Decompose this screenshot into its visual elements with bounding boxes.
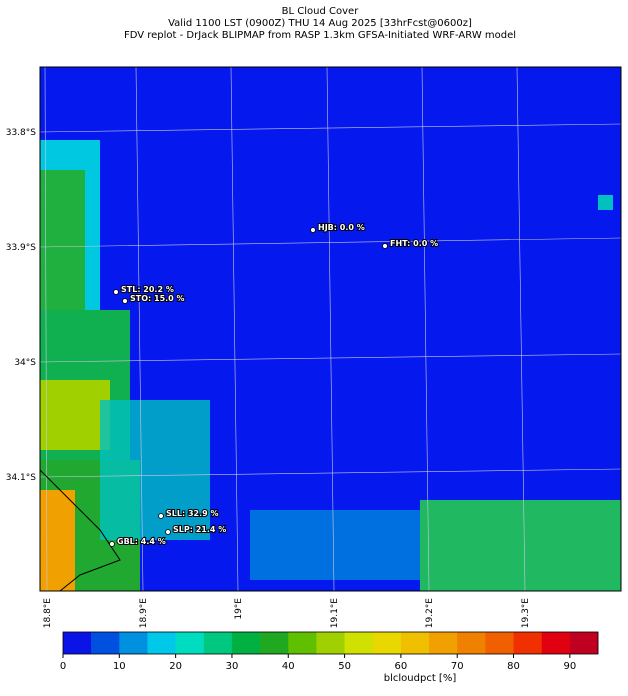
colorbar-tick-label: 0 [60, 661, 66, 672]
lon-label: 19.3°E [521, 598, 531, 629]
title: BL Cloud Cover [282, 6, 360, 17]
colorbar-tick-label: 50 [338, 661, 351, 672]
colorbar-segment [513, 632, 542, 654]
colorbar-segment [231, 632, 261, 654]
lat-label: 33.9°S [6, 243, 37, 253]
colorbar-segment [569, 632, 599, 654]
colorbar-frame [62, 631, 599, 655]
station-label: STL: 20.2 % [121, 285, 174, 294]
station-marker [113, 289, 119, 295]
station-label: HJB: 0.0 % [318, 223, 365, 232]
station-marker [310, 227, 316, 233]
colorbar-segment [485, 632, 514, 654]
lon-label: 18.9°E [139, 598, 149, 629]
station-label: FHT: 0.0 % [390, 239, 438, 248]
colorbar-tick-label: 30 [226, 661, 239, 672]
station-label: STO: 15.0 % [130, 294, 185, 303]
map [39, 66, 622, 592]
colorbar-segment [203, 632, 233, 654]
station-label: SLL: 32.9 % [166, 509, 218, 518]
colorbar-tick-label: 40 [282, 661, 295, 672]
colorbar-tick-label: 10 [113, 661, 126, 672]
lon-label: 18.8°E [43, 598, 53, 629]
station-label: GBL: 4.4 % [117, 537, 166, 546]
colorbar-label: blcloudpct [%] [384, 673, 457, 684]
colorbar-segment [400, 632, 430, 654]
station-marker [165, 529, 171, 535]
colorbar-tick-label: 20 [169, 661, 182, 672]
lat-label: 33.8°S [6, 128, 37, 138]
station-marker [122, 298, 128, 304]
colorbar-segment [175, 632, 205, 654]
colorbar-tick-label: 70 [451, 661, 464, 672]
lat-label: 34.1°S [6, 473, 37, 483]
lon-label: 19.1°E [330, 598, 340, 629]
colorbar-tick-label: 60 [395, 661, 408, 672]
station-label: SLP: 21.4 % [173, 525, 226, 534]
colorbar-segment [429, 632, 458, 654]
colorbar-segment [288, 632, 317, 654]
colorbar-tick-label: 90 [563, 661, 576, 672]
lat-label: 34°S [14, 358, 36, 368]
colorbar-segment [457, 632, 486, 654]
colorbar-segment [316, 632, 345, 654]
colorbar-segment [147, 632, 176, 654]
lon-label: 19°E [234, 598, 244, 620]
colorbar-segment [541, 632, 571, 654]
colorbar-segment [63, 632, 92, 654]
colorbar-segment [344, 632, 374, 654]
colorbar-segment [91, 632, 120, 654]
station-marker [158, 513, 164, 519]
colorbar-segment [260, 632, 289, 654]
source: FDV replot - DrJack BLIPMAP from RASP 1.… [124, 30, 516, 41]
station-marker [382, 243, 388, 249]
colorbar-segment [372, 632, 402, 654]
subtitle: Valid 1100 LST (0900Z) THU 14 Aug 2025 [… [168, 18, 472, 29]
colorbar-segment [119, 632, 148, 654]
lon-label: 19.2°E [425, 598, 435, 629]
colorbar-tick-label: 80 [507, 661, 520, 672]
station-marker [109, 541, 115, 547]
